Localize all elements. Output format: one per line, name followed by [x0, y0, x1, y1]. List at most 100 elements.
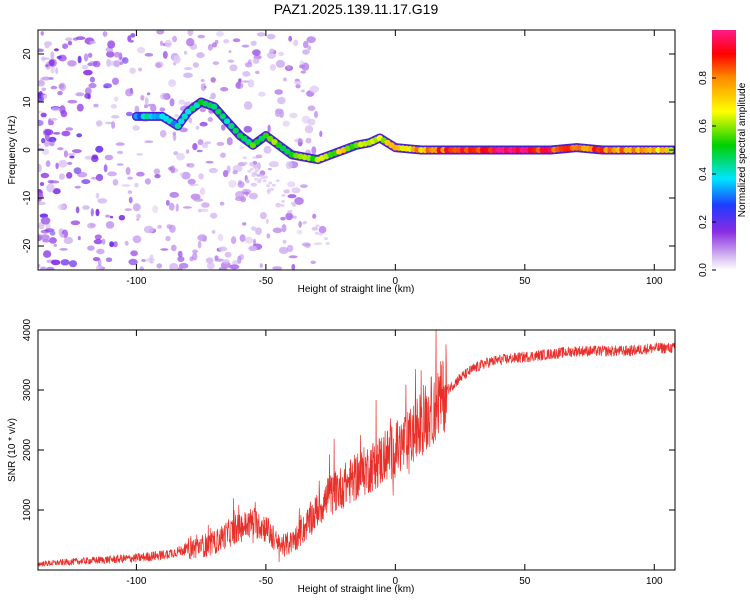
spectrogram-speckle [90, 208, 94, 217]
spectrogram-speckle [198, 208, 202, 213]
spectrogram-speckle [170, 165, 176, 174]
spectrogram-speckle [38, 48, 44, 53]
spectrogram-speckle [266, 189, 271, 193]
spectrogram-speckle [130, 250, 138, 257]
spectrogram-speckle [307, 105, 316, 111]
spectrogram-speckle [196, 149, 203, 153]
colorbar-tick-label: 0.6 [698, 119, 709, 133]
spectrogram-speckle [206, 262, 215, 270]
spectrogram-speckle [45, 222, 51, 231]
spectrogram-speckle [269, 64, 276, 71]
spectrogram-speckle [324, 237, 328, 241]
spectrogram-speckle [183, 67, 193, 71]
spectrogram-speckle [136, 153, 144, 156]
spectrogram-speckle [250, 40, 257, 46]
spectrogram-speckle [89, 40, 97, 45]
spectrogram-speckle [42, 239, 51, 243]
spectrogram-speckle [242, 71, 251, 77]
spectrogram-speckle [248, 245, 257, 252]
spectrogram-speckle [57, 204, 66, 211]
spectrogram-speckle [60, 233, 65, 238]
spectrogram-ridge [131, 97, 675, 165]
ridge-cell [245, 139, 252, 145]
spectrogram-speckle [193, 198, 204, 202]
x-tick-label: 100 [646, 576, 663, 587]
spectrogram-speckle [57, 147, 64, 151]
colorbar-tick-label: 0.8 [698, 71, 709, 85]
ridge-cell [219, 113, 226, 120]
spectrogram-speckle [39, 182, 45, 186]
spectrogram-speckle [109, 215, 114, 219]
spectrogram-speckle [192, 249, 198, 254]
ridge-cell [215, 108, 222, 115]
spectrogram-speckle [175, 203, 179, 212]
spectrogram-speckle [155, 62, 162, 69]
spectrogram-speckle [48, 58, 57, 67]
spectrogram-speckle [141, 259, 146, 262]
spectrogram-speckle [136, 218, 140, 221]
spectrogram-speckle [304, 125, 314, 134]
spectrogram-speckle [183, 72, 193, 79]
spectrogram-speckle [70, 220, 81, 226]
spectrogram-speckle [315, 224, 320, 228]
spectrogram-speckle [44, 228, 55, 232]
spectrogram-speckle [188, 117, 193, 124]
spectrogram-speckle [129, 67, 136, 74]
spectrogram-speckle [299, 60, 305, 66]
spectrogram-speckle [301, 89, 305, 93]
x-tick-label: -100 [126, 276, 146, 287]
spectrogram-speckle [134, 182, 139, 188]
spectrogram-speckle [306, 36, 316, 43]
spectrogram-speckle [241, 188, 252, 195]
spectrogram-speckle [199, 121, 208, 127]
x-tick-label: -50 [259, 276, 274, 287]
spectrogram-speckle [230, 236, 237, 245]
spectrogram-speckle [96, 120, 103, 127]
ridge-cell [193, 102, 200, 109]
spectrogram-speckle [174, 113, 179, 118]
spectrogram-speckle [205, 160, 214, 164]
spectrogram-speckle [318, 232, 323, 236]
spectrogram-speckle [181, 171, 191, 180]
spectrogram-speckle [256, 32, 266, 37]
spectrogram-speckle [295, 84, 301, 89]
ridge-cell [185, 108, 192, 115]
spectrogram-speckle [243, 125, 253, 133]
spectrogram-speckle [202, 142, 209, 149]
colorbar-gradient [712, 30, 736, 270]
ridge-cell [181, 113, 188, 120]
spectrogram-speckle [84, 87, 92, 95]
spectrogram-speckle [107, 171, 117, 177]
spectrogram-speckle [41, 137, 46, 144]
spectrogram-speckle [90, 176, 97, 180]
spectrogram-speckle [302, 40, 309, 49]
spectrogram-speckle [239, 146, 245, 150]
spectrogram-speckle [268, 161, 279, 168]
spectrogram-speckle [160, 248, 169, 251]
x-tick-label: 0 [393, 576, 399, 587]
spectrogram-speckle [67, 161, 73, 165]
spectrogram-speckle [314, 231, 319, 235]
ridge-cell [232, 127, 239, 134]
spectrogram-speckle [200, 187, 205, 196]
ridge-cell [236, 132, 244, 139]
spectrogram-speckle [38, 119, 44, 127]
spectrogram-speckle [281, 194, 286, 197]
spectrogram-speckle [262, 179, 267, 183]
spectrogram-speckle [218, 266, 227, 270]
spectrogram-speckle [104, 154, 114, 161]
spectrogram-speckle [184, 50, 188, 55]
spectrogram-speckle [318, 225, 327, 234]
spectrogram-speckle [165, 235, 171, 242]
spectrogram-speckle [116, 163, 124, 166]
spectrogram-speckle [156, 263, 163, 269]
spectrogram-speckle [178, 262, 189, 269]
spectrogram-speckle [285, 161, 293, 170]
spectrogram-speckle [278, 246, 289, 254]
spectrogram-speckle [67, 99, 78, 104]
spectrogram-speckle [211, 229, 216, 234]
spectrogram-speckle [128, 258, 138, 266]
spectrogram-speckle [293, 80, 302, 85]
spectrogram-speckle [67, 153, 76, 156]
spectrogram-speckle [270, 187, 274, 191]
